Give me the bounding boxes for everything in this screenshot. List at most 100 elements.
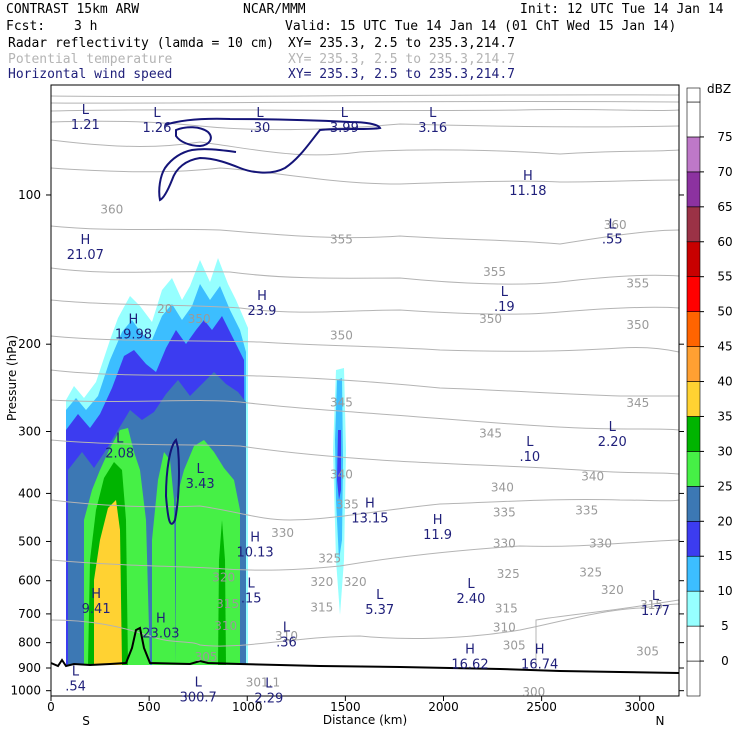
extremum-letter: H	[91, 587, 101, 602]
extremum-letter: L	[197, 462, 205, 477]
extremum-value: 1.77	[641, 604, 670, 619]
extremum-letter: H	[535, 643, 545, 658]
model-title: CONTRAST 15km ARW	[6, 2, 139, 17]
org-label: NCAR/MMM	[243, 2, 306, 17]
colorbar: 0 5 10 15 20 25 30 35 40 45 50 55 60 65 70 75	[686, 87, 733, 697]
colorbar-swatch	[686, 206, 701, 243]
extremum-letter: H	[365, 496, 375, 511]
colorbar-level-label: 70	[717, 165, 732, 179]
extremum-letter: L	[376, 588, 384, 603]
y-tick-label: 600	[18, 574, 41, 588]
x-tick-label: 1500	[330, 700, 361, 714]
extremum-value: 2.20	[598, 435, 627, 450]
theta-label: 360	[604, 218, 627, 232]
colorbar-swatch	[686, 625, 701, 662]
colorbar-swatch	[686, 660, 701, 697]
theta-label: 360	[100, 203, 123, 217]
extremum-value: 19.98	[115, 327, 152, 342]
colorbar-level-label: 55	[717, 270, 732, 284]
theta-label: 330	[493, 537, 516, 551]
colorbar-swatch	[686, 555, 701, 592]
theta-label: 340	[491, 480, 514, 494]
theta-contours	[51, 94, 679, 670]
theta-label: 330	[271, 526, 294, 540]
extremum-value: 11.9	[423, 528, 452, 543]
extremum-letter: L	[116, 432, 124, 447]
theta-label: 355	[626, 277, 649, 291]
theta-label: 310	[275, 629, 298, 643]
colorbar-level-label: 30	[717, 444, 732, 458]
extremum-letter: L	[526, 435, 534, 450]
extremum-letter: L	[652, 589, 660, 604]
theta-label: 350	[479, 312, 502, 326]
theta-label: 315	[495, 601, 518, 615]
extremum-value: .36	[276, 635, 297, 650]
theta-label: 315	[640, 598, 663, 612]
colorbar-swatch	[686, 136, 701, 173]
extremum-letter: L	[429, 106, 437, 121]
field-xy-reflectivity: XY= 235.3, 2.5 to 235.3,214.7	[288, 36, 515, 51]
theta-label: 325	[318, 551, 341, 565]
colorbar-level-label: 35	[717, 409, 732, 423]
theta-label: 305	[503, 638, 526, 652]
extremum-letter: H	[250, 530, 260, 545]
x-axis: 0 500 1000 1500 2000 2500 3000	[47, 696, 655, 714]
extremum-value: .19	[494, 300, 515, 315]
extremum-letter: L	[265, 676, 273, 691]
theta-label: 335	[493, 505, 516, 519]
field-xy-theta: XY= 235.3, 2.5 to 235.3,214.7	[288, 52, 515, 67]
wind-speed-contours	[158, 117, 382, 525]
extremum-value: 23.9	[247, 304, 276, 319]
colorbar-swatch	[686, 171, 701, 208]
theta-label: 340	[581, 470, 604, 484]
field-name-theta: Potential temperature	[8, 52, 173, 67]
colorbar-level-label: 45	[717, 340, 732, 354]
north-label: N	[656, 714, 665, 728]
y-tick-label: 200	[18, 337, 41, 351]
extremum-value: 9.41	[82, 602, 111, 617]
colorbar-cap	[686, 87, 701, 103]
extremum-letter: H	[257, 289, 267, 304]
extremum-letter: H	[129, 312, 139, 327]
extremum-value: .55	[602, 232, 623, 247]
fcst-value: 3 h	[74, 19, 97, 34]
colorbar-swatch	[686, 381, 701, 417]
extremum-value: 1.21	[71, 118, 100, 133]
theta-label: 305	[195, 650, 218, 664]
y-tick-label: 400	[18, 486, 41, 500]
theta-label: 355	[330, 233, 353, 247]
theta-label: 305	[636, 644, 659, 658]
terrain-line	[50, 626, 680, 674]
extremum-value: 2.08	[105, 447, 134, 462]
extremum-letter: L	[609, 217, 617, 232]
theta-label: 20	[157, 302, 172, 316]
theta-label: 300	[522, 685, 545, 699]
y-tick-label: 100	[18, 188, 41, 202]
theta-label: 310	[214, 619, 237, 633]
colorbar-swatch	[686, 311, 701, 347]
extremum-letter: L	[153, 106, 161, 121]
extremum-value: 3.99	[330, 121, 359, 136]
extremum-value: .10	[520, 450, 541, 465]
valid-time: Valid: 15 UTC Tue 14 Jan 14 (01 ChT Wed …	[285, 19, 676, 34]
extremum-letter: L	[609, 420, 617, 435]
colorbar-swatch	[686, 590, 701, 627]
theta-label: 320	[344, 575, 367, 589]
field-name-wind: Horizontal wind speed	[8, 67, 172, 82]
theta-label: 315	[216, 597, 239, 611]
extremum-value: .54	[65, 680, 86, 695]
x-tick-label: 2000	[428, 700, 459, 714]
theta-label: 310	[493, 620, 516, 634]
extremum-letter: H	[465, 643, 475, 658]
colorbar-level-label: 0	[721, 654, 729, 668]
y-tick-label: 300	[18, 424, 41, 438]
extremum-value: 3.16	[418, 121, 447, 136]
y-tick-label: 500	[18, 534, 41, 548]
colorbar-level-label: 10	[717, 584, 732, 598]
colorbar-level-label: 5	[721, 619, 729, 633]
colorbar-level-label: 65	[717, 200, 732, 214]
extremum-letter: L	[72, 665, 80, 680]
colorbar-level-label: 60	[717, 235, 732, 249]
extremum-value: 21.07	[67, 248, 104, 263]
